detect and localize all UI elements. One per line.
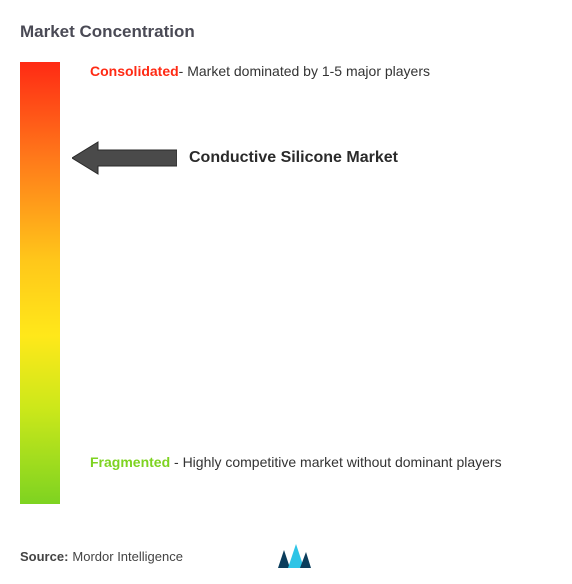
source-label: Source: — [20, 549, 68, 564]
mordor-logo-icon — [276, 542, 312, 570]
fragmented-label: Fragmented - Highly competitive market w… — [90, 452, 552, 473]
consolidated-rest: - Market dominated by 1-5 major players — [179, 63, 430, 79]
market-name-label: Conductive Silicone Market — [189, 149, 398, 167]
arrow-left-icon — [72, 140, 177, 176]
concentration-gradient-bar — [20, 62, 60, 504]
fragmented-lead: Fragmented — [90, 454, 170, 470]
consolidated-lead: Consolidated — [90, 63, 179, 79]
fragmented-rest: - Highly competitive market without domi… — [170, 454, 501, 470]
chart-title: Market Concentration — [20, 22, 195, 42]
consolidated-label: Consolidated- Market dominated by 1-5 ma… — [90, 62, 552, 82]
source-value: Mordor Intelligence — [72, 549, 183, 564]
market-pointer: Conductive Silicone Market — [72, 140, 398, 176]
